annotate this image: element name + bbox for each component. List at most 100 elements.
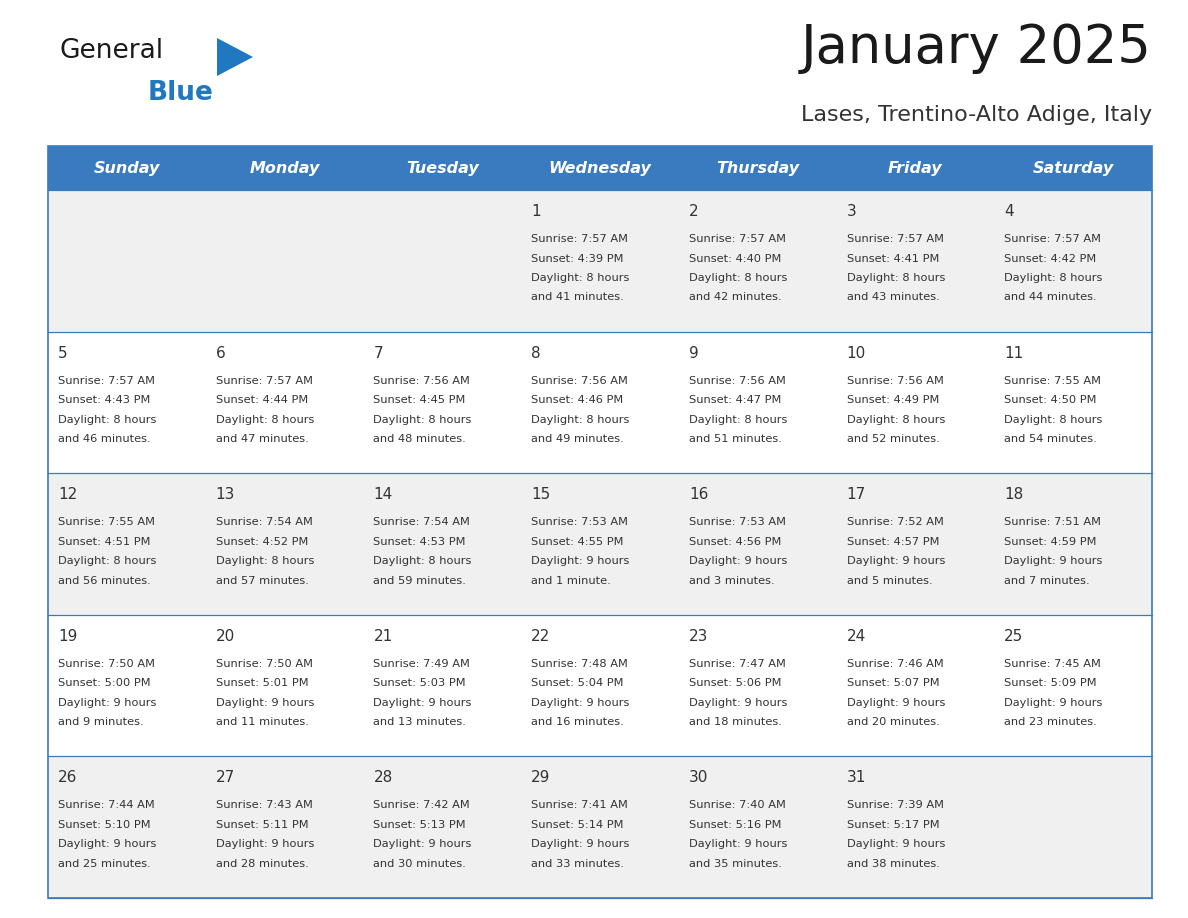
Text: 25: 25 — [1004, 629, 1024, 644]
Bar — [48, 331, 1152, 473]
Text: and 38 minutes.: and 38 minutes. — [847, 859, 940, 869]
Text: Daylight: 9 hours: Daylight: 9 hours — [847, 698, 944, 708]
Text: Sunrise: 7:50 AM: Sunrise: 7:50 AM — [216, 659, 312, 669]
Text: Sunset: 4:45 PM: Sunset: 4:45 PM — [373, 395, 466, 405]
Text: Sunset: 5:17 PM: Sunset: 5:17 PM — [847, 820, 940, 830]
Text: Sunset: 5:11 PM: Sunset: 5:11 PM — [216, 820, 309, 830]
Text: and 25 minutes.: and 25 minutes. — [58, 859, 151, 869]
Text: 16: 16 — [689, 487, 708, 502]
Text: 11: 11 — [1004, 345, 1024, 361]
Text: and 11 minutes.: and 11 minutes. — [216, 717, 309, 727]
Bar — [48, 146, 1152, 898]
Text: and 33 minutes.: and 33 minutes. — [531, 859, 624, 869]
Text: Daylight: 9 hours: Daylight: 9 hours — [1004, 556, 1102, 566]
Text: 24: 24 — [847, 629, 866, 644]
Text: and 46 minutes.: and 46 minutes. — [58, 434, 151, 444]
Text: Daylight: 9 hours: Daylight: 9 hours — [847, 556, 944, 566]
Text: Sunrise: 7:40 AM: Sunrise: 7:40 AM — [689, 800, 785, 811]
Text: Daylight: 9 hours: Daylight: 9 hours — [847, 839, 944, 849]
Text: Daylight: 8 hours: Daylight: 8 hours — [531, 415, 630, 425]
Bar — [48, 190, 1152, 331]
Text: Sunday: Sunday — [94, 161, 160, 175]
Text: Sunrise: 7:55 AM: Sunrise: 7:55 AM — [58, 517, 154, 527]
Text: and 13 minutes.: and 13 minutes. — [373, 717, 467, 727]
Text: January 2025: January 2025 — [801, 22, 1152, 74]
Text: Daylight: 8 hours: Daylight: 8 hours — [373, 415, 472, 425]
Text: Daylight: 9 hours: Daylight: 9 hours — [373, 839, 472, 849]
Text: Sunrise: 7:57 AM: Sunrise: 7:57 AM — [847, 234, 943, 244]
Text: and 18 minutes.: and 18 minutes. — [689, 717, 782, 727]
Text: and 3 minutes.: and 3 minutes. — [689, 576, 775, 586]
Text: and 54 minutes.: and 54 minutes. — [1004, 434, 1097, 444]
Text: 5: 5 — [58, 345, 68, 361]
Text: Daylight: 8 hours: Daylight: 8 hours — [58, 415, 157, 425]
Text: Daylight: 8 hours: Daylight: 8 hours — [847, 415, 944, 425]
Text: and 16 minutes.: and 16 minutes. — [531, 717, 624, 727]
Text: Sunrise: 7:42 AM: Sunrise: 7:42 AM — [373, 800, 470, 811]
Text: 12: 12 — [58, 487, 77, 502]
Text: Saturday: Saturday — [1032, 161, 1114, 175]
Text: 13: 13 — [216, 487, 235, 502]
Text: Daylight: 8 hours: Daylight: 8 hours — [216, 556, 314, 566]
Text: Sunset: 4:42 PM: Sunset: 4:42 PM — [1004, 253, 1097, 263]
Text: and 56 minutes.: and 56 minutes. — [58, 576, 151, 586]
Text: and 23 minutes.: and 23 minutes. — [1004, 717, 1097, 727]
Text: Sunset: 5:16 PM: Sunset: 5:16 PM — [689, 820, 782, 830]
Text: and 9 minutes.: and 9 minutes. — [58, 717, 144, 727]
Text: 19: 19 — [58, 629, 77, 644]
Text: 3: 3 — [847, 204, 857, 219]
Text: 2: 2 — [689, 204, 699, 219]
Text: Sunrise: 7:57 AM: Sunrise: 7:57 AM — [689, 234, 785, 244]
Text: Daylight: 9 hours: Daylight: 9 hours — [531, 556, 630, 566]
Text: 26: 26 — [58, 770, 77, 786]
Text: Sunset: 5:04 PM: Sunset: 5:04 PM — [531, 678, 624, 688]
Text: Sunset: 4:43 PM: Sunset: 4:43 PM — [58, 395, 151, 405]
Text: Sunrise: 7:44 AM: Sunrise: 7:44 AM — [58, 800, 154, 811]
Text: Sunrise: 7:56 AM: Sunrise: 7:56 AM — [847, 375, 943, 386]
Text: and 48 minutes.: and 48 minutes. — [373, 434, 466, 444]
Text: 20: 20 — [216, 629, 235, 644]
Text: and 52 minutes.: and 52 minutes. — [847, 434, 940, 444]
Text: 18: 18 — [1004, 487, 1024, 502]
Text: Sunset: 4:46 PM: Sunset: 4:46 PM — [531, 395, 624, 405]
Text: Sunrise: 7:39 AM: Sunrise: 7:39 AM — [847, 800, 943, 811]
Text: Daylight: 8 hours: Daylight: 8 hours — [1004, 273, 1102, 283]
Text: Sunrise: 7:53 AM: Sunrise: 7:53 AM — [531, 517, 628, 527]
Text: Daylight: 9 hours: Daylight: 9 hours — [689, 698, 788, 708]
Text: Sunset: 5:01 PM: Sunset: 5:01 PM — [216, 678, 309, 688]
Text: Daylight: 9 hours: Daylight: 9 hours — [216, 698, 314, 708]
Text: 31: 31 — [847, 770, 866, 786]
Text: Daylight: 8 hours: Daylight: 8 hours — [531, 273, 630, 283]
Text: Sunset: 4:52 PM: Sunset: 4:52 PM — [216, 537, 308, 547]
Text: Sunrise: 7:48 AM: Sunrise: 7:48 AM — [531, 659, 628, 669]
Text: and 1 minute.: and 1 minute. — [531, 576, 611, 586]
Text: Sunset: 4:41 PM: Sunset: 4:41 PM — [847, 253, 939, 263]
Text: Daylight: 8 hours: Daylight: 8 hours — [689, 415, 788, 425]
Text: General: General — [61, 38, 164, 64]
Text: Sunrise: 7:57 AM: Sunrise: 7:57 AM — [1004, 234, 1101, 244]
Text: and 59 minutes.: and 59 minutes. — [373, 576, 467, 586]
Text: Sunset: 4:49 PM: Sunset: 4:49 PM — [847, 395, 939, 405]
Text: Sunrise: 7:54 AM: Sunrise: 7:54 AM — [373, 517, 470, 527]
Text: Sunrise: 7:57 AM: Sunrise: 7:57 AM — [58, 375, 154, 386]
Text: Tuesday: Tuesday — [406, 161, 479, 175]
Text: Sunset: 4:50 PM: Sunset: 4:50 PM — [1004, 395, 1097, 405]
Text: and 35 minutes.: and 35 minutes. — [689, 859, 782, 869]
Text: Sunset: 4:51 PM: Sunset: 4:51 PM — [58, 537, 151, 547]
Bar — [48, 473, 1152, 615]
Text: Wednesday: Wednesday — [549, 161, 651, 175]
Text: Daylight: 8 hours: Daylight: 8 hours — [847, 273, 944, 283]
Text: Daylight: 9 hours: Daylight: 9 hours — [1004, 698, 1102, 708]
Text: Sunrise: 7:56 AM: Sunrise: 7:56 AM — [373, 375, 470, 386]
Text: and 43 minutes.: and 43 minutes. — [847, 293, 940, 303]
Text: Sunset: 5:10 PM: Sunset: 5:10 PM — [58, 820, 151, 830]
Text: Daylight: 9 hours: Daylight: 9 hours — [689, 839, 788, 849]
Text: and 5 minutes.: and 5 minutes. — [847, 576, 933, 586]
Text: 10: 10 — [847, 345, 866, 361]
Text: and 47 minutes.: and 47 minutes. — [216, 434, 309, 444]
Text: Sunset: 4:44 PM: Sunset: 4:44 PM — [216, 395, 308, 405]
Text: Sunrise: 7:46 AM: Sunrise: 7:46 AM — [847, 659, 943, 669]
Text: Sunset: 5:00 PM: Sunset: 5:00 PM — [58, 678, 151, 688]
Bar — [48, 146, 1152, 190]
Text: 15: 15 — [531, 487, 550, 502]
